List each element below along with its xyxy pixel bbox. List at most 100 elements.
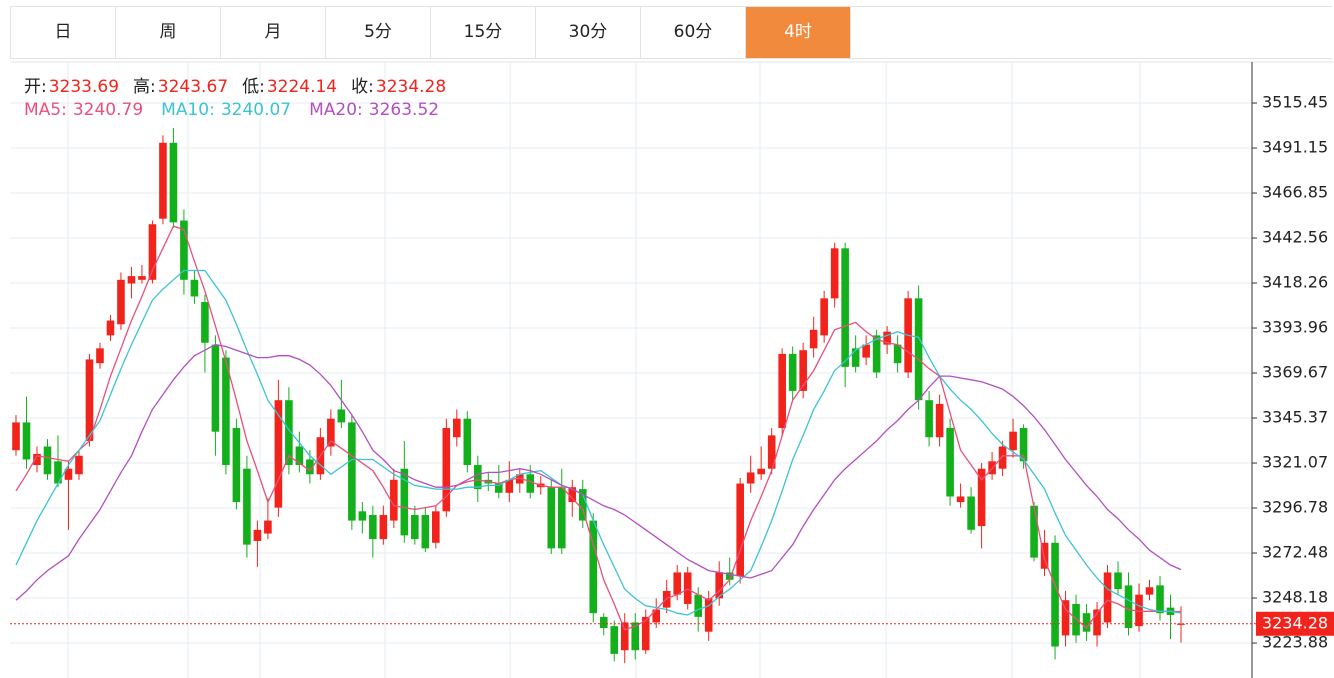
candle-body bbox=[96, 348, 104, 364]
candle-body bbox=[1030, 505, 1038, 558]
candle-body bbox=[547, 487, 556, 549]
candle-body bbox=[1061, 600, 1070, 636]
candle-body bbox=[914, 298, 923, 401]
candle-body bbox=[400, 468, 409, 536]
candle-body bbox=[85, 359, 94, 441]
ohlc-label: 低: bbox=[242, 77, 265, 97]
candle-body bbox=[201, 302, 209, 343]
candle-body bbox=[474, 465, 482, 490]
candle-body bbox=[138, 276, 146, 280]
y-tick-label: 3223.88 bbox=[1262, 633, 1328, 652]
period-tab[interactable]: 4时 bbox=[746, 7, 851, 58]
y-tick-label: 3321.07 bbox=[1262, 453, 1328, 472]
candle-body bbox=[977, 468, 986, 527]
candle-body bbox=[683, 572, 692, 604]
candle-body bbox=[830, 248, 839, 299]
period-tabs: 日周月 5分 15分 30分 60分 4时 bbox=[10, 6, 1332, 59]
candle-body bbox=[1051, 542, 1059, 647]
candle-body bbox=[264, 520, 272, 534]
candle-body bbox=[736, 483, 744, 577]
ma-header: MA5: 3240.79 MA10: 3240.07 MA20: 3263.52 bbox=[24, 100, 457, 120]
ohlc-value: 3224.14 bbox=[266, 77, 338, 97]
ma-label: MA20: bbox=[309, 100, 363, 120]
ohlc-value: 3243.67 bbox=[157, 77, 229, 97]
candle-body bbox=[767, 435, 776, 469]
ma-line bbox=[15, 225, 1182, 631]
candle-body bbox=[589, 520, 598, 614]
candle-body bbox=[725, 572, 734, 580]
candle-body bbox=[22, 422, 31, 460]
ohlc-value: 3233.69 bbox=[48, 77, 120, 97]
period-tab[interactable]: 30分 bbox=[536, 7, 641, 58]
y-tick-label: 3466.85 bbox=[1262, 183, 1328, 202]
candle-body bbox=[652, 609, 661, 623]
candle-body bbox=[148, 224, 157, 280]
y-tick-label: 3296.78 bbox=[1262, 498, 1328, 517]
candle-body bbox=[1145, 587, 1154, 595]
candle-body bbox=[578, 489, 587, 521]
period-tab[interactable]: 月 bbox=[221, 7, 326, 58]
candle-body bbox=[285, 400, 293, 466]
candle-body bbox=[222, 357, 230, 466]
y-tick-label: 3418.26 bbox=[1262, 273, 1328, 292]
candle-body bbox=[862, 344, 870, 358]
y-tick-label: 3491.15 bbox=[1262, 138, 1328, 157]
candle-body bbox=[694, 594, 703, 617]
candle-body bbox=[809, 329, 818, 349]
candle-body bbox=[620, 622, 629, 651]
ma-value: 3240.79 bbox=[72, 100, 144, 120]
candle-body bbox=[1156, 585, 1164, 614]
candle-body bbox=[998, 446, 1007, 469]
candle-body bbox=[673, 572, 682, 595]
ma-line bbox=[15, 269, 1182, 616]
candle-body bbox=[557, 487, 566, 549]
y-tick-label: 3442.56 bbox=[1262, 228, 1328, 247]
candle-body bbox=[421, 515, 430, 549]
ohlc-header: 开: 3233.69 高: 3243.67 低: 3224.14 收: 3234.28 bbox=[24, 72, 460, 97]
candle-body bbox=[274, 400, 283, 508]
candle-body bbox=[1103, 572, 1112, 623]
candle-body bbox=[232, 427, 241, 503]
period-tab[interactable]: 15分 bbox=[431, 7, 536, 58]
candle-body bbox=[442, 427, 451, 512]
period-tab[interactable]: 日 bbox=[11, 7, 116, 58]
period-tab[interactable]: 周 bbox=[116, 7, 221, 58]
candle-body bbox=[190, 279, 199, 297]
candle-body bbox=[1019, 427, 1028, 462]
candle-body bbox=[253, 529, 262, 541]
candle-body bbox=[893, 344, 902, 364]
candle-body bbox=[841, 248, 849, 367]
candle-body bbox=[1009, 431, 1017, 451]
candle-body bbox=[75, 455, 83, 475]
ma-value: 3240.07 bbox=[220, 100, 292, 120]
candle-body bbox=[872, 335, 881, 373]
candle-body bbox=[169, 142, 178, 223]
period-tab[interactable]: 60分 bbox=[641, 7, 746, 58]
candle-body bbox=[925, 400, 933, 438]
candle-body bbox=[956, 496, 965, 503]
candle-body bbox=[453, 418, 461, 438]
candle-body bbox=[211, 344, 220, 432]
candle-body bbox=[1072, 603, 1080, 636]
y-tick-label: 3515.45 bbox=[1262, 93, 1328, 112]
candle-body bbox=[432, 511, 440, 543]
candle-body bbox=[1040, 542, 1049, 569]
candle-body bbox=[369, 515, 377, 540]
candle-body bbox=[599, 616, 608, 628]
candle-body bbox=[306, 459, 314, 475]
candle-body bbox=[568, 487, 577, 503]
candle-body bbox=[180, 220, 188, 280]
period-tab[interactable]: 5分 bbox=[326, 7, 431, 58]
y-tick-label: 3345.37 bbox=[1262, 408, 1328, 427]
candle-body bbox=[935, 403, 944, 438]
candle-body bbox=[505, 479, 514, 493]
candle-body bbox=[379, 515, 388, 540]
ma-label: MA10: bbox=[161, 100, 215, 120]
candle-body bbox=[1135, 594, 1143, 627]
candle-body bbox=[526, 474, 535, 493]
candle-body bbox=[778, 353, 786, 428]
y-tick-label: 3369.67 bbox=[1262, 363, 1328, 382]
candle-body bbox=[1093, 609, 1101, 636]
